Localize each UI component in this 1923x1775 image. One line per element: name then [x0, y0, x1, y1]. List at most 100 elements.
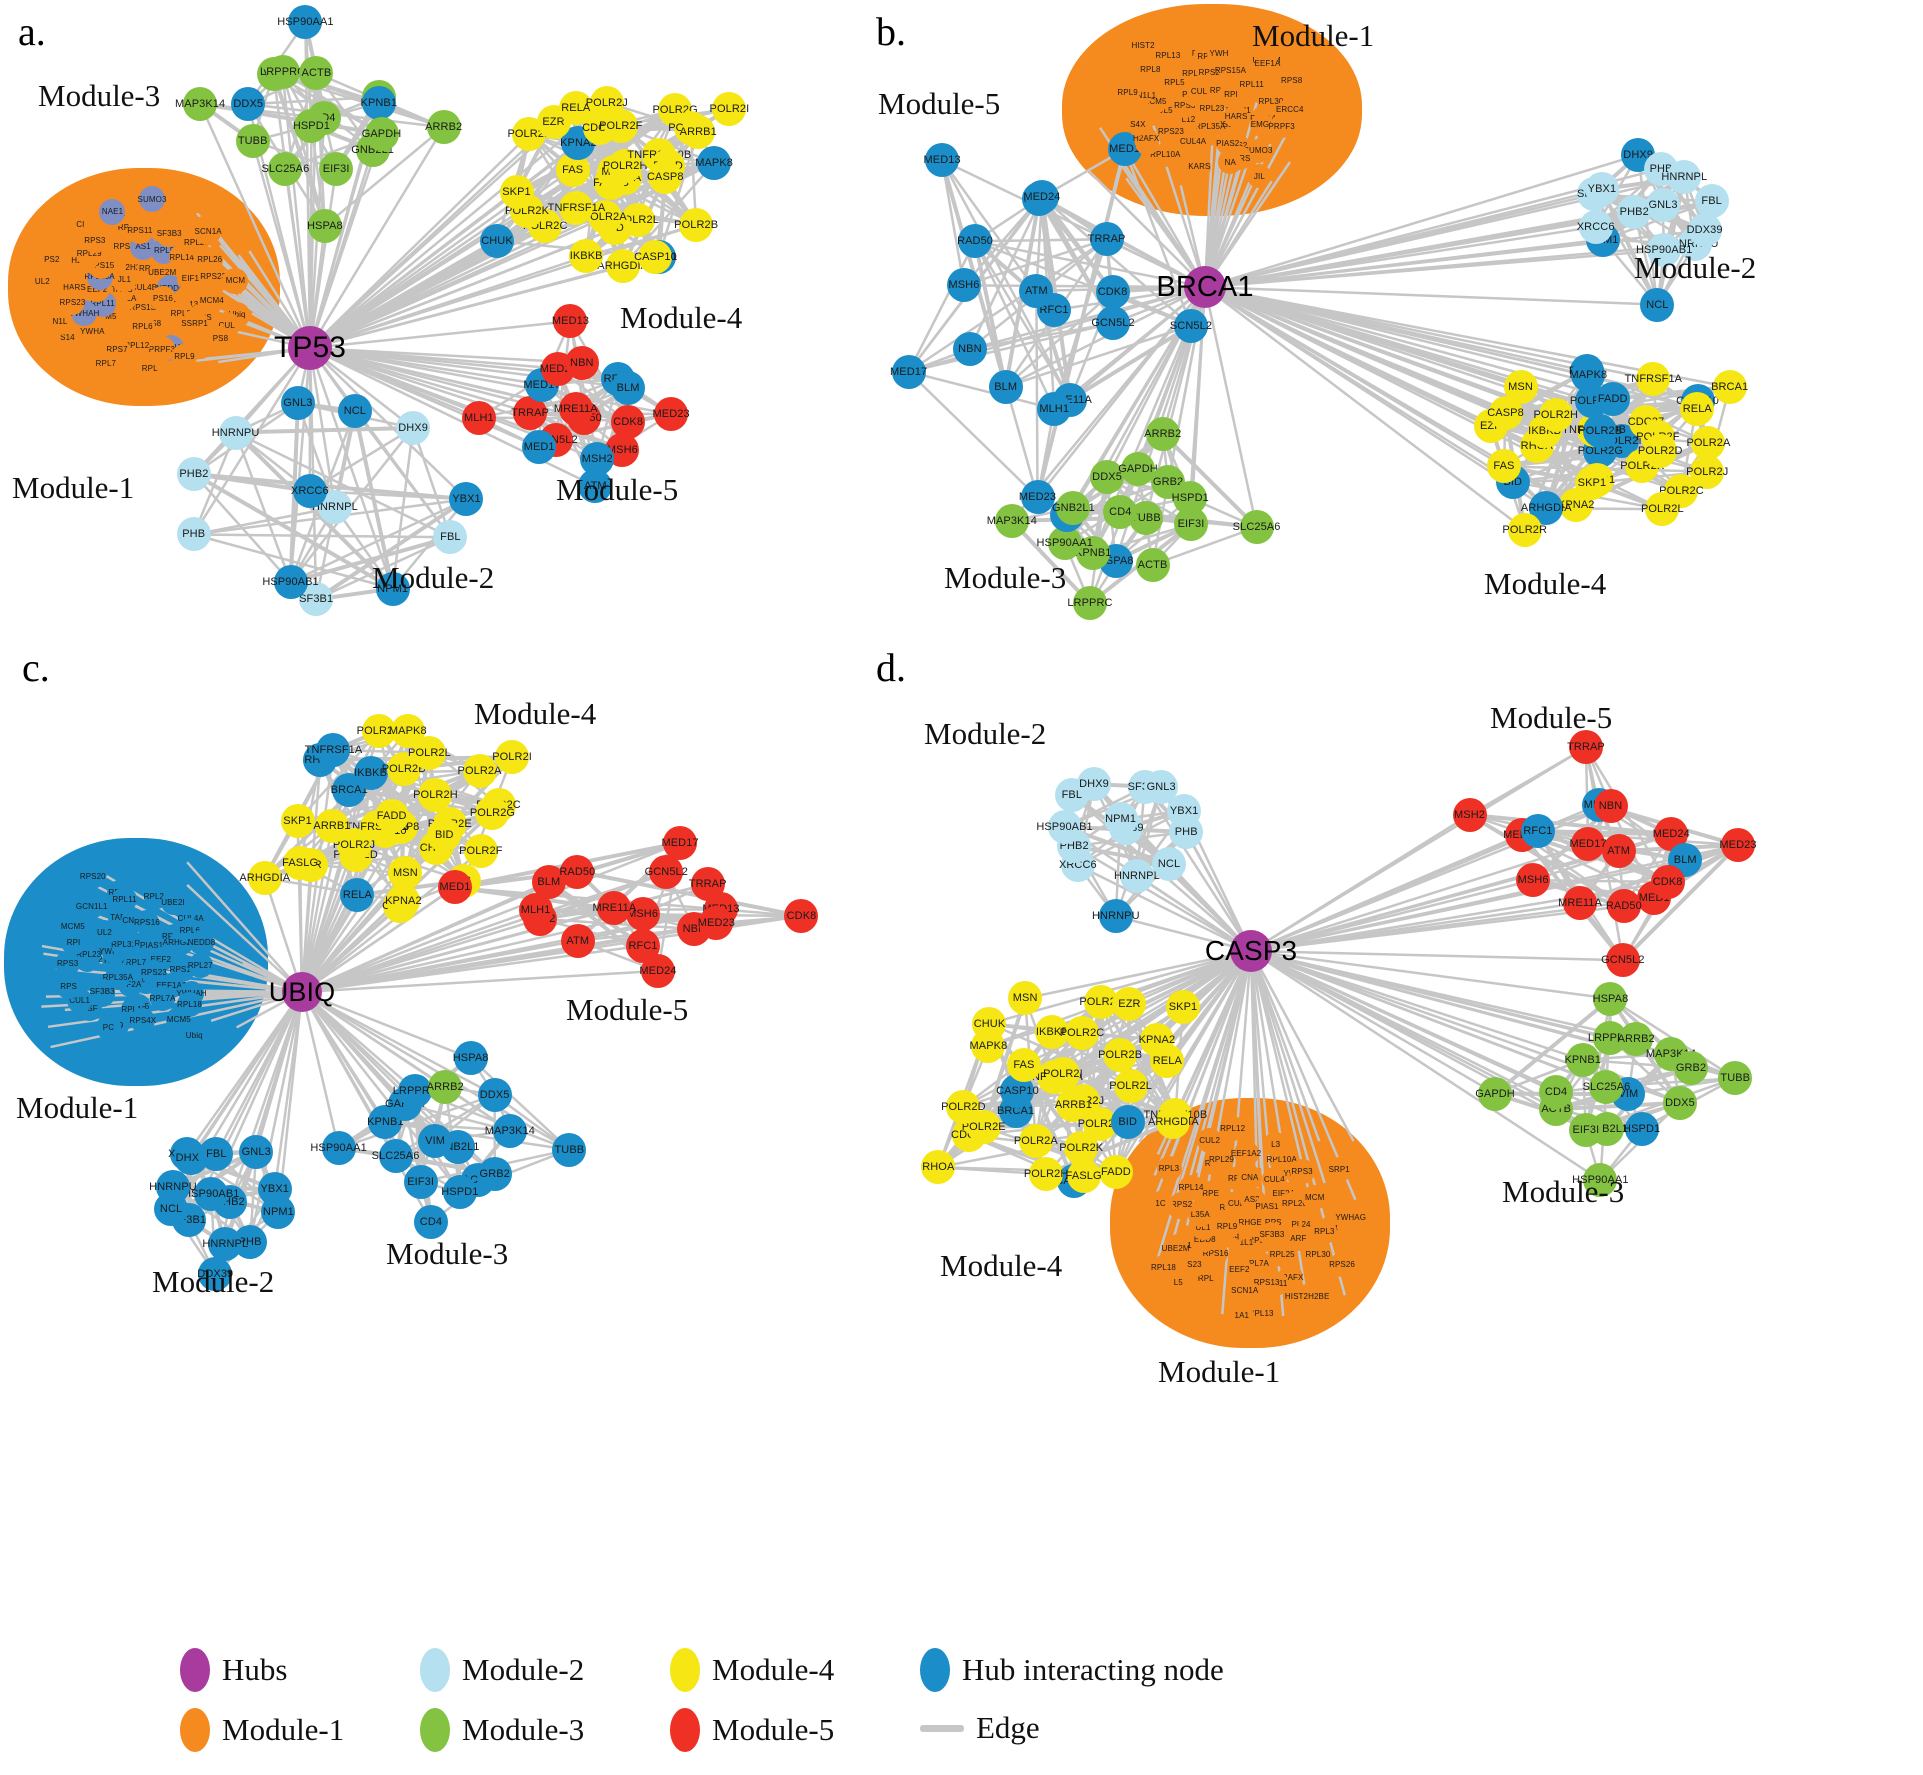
network-node[interactable]: PRPF3 [1269, 114, 1295, 138]
network-node[interactable]: ARRB2 [427, 1069, 464, 1104]
network-node[interactable]: POLR2F [459, 834, 502, 869]
network-node[interactable]: CI [67, 211, 94, 238]
network-node[interactable]: MLH1 [461, 400, 496, 435]
network-node[interactable]: MAP3K14 [485, 1113, 535, 1148]
network-node[interactable]: CASP8 [647, 159, 683, 194]
network-node[interactable]: YWH [1207, 41, 1232, 66]
network-node[interactable]: MSH6 [1516, 863, 1551, 898]
network-node[interactable]: HIST2 [1131, 33, 1156, 58]
network-node[interactable]: HNRNPU [212, 415, 259, 450]
network-node[interactable]: RAD50 [559, 854, 595, 889]
network-node[interactable]: GNB2L1 [1052, 490, 1095, 525]
network-node[interactable]: RPL9 [171, 343, 198, 370]
network-node[interactable]: POLR2L [1641, 492, 1684, 527]
network-node[interactable]: MCM [222, 267, 249, 294]
network-node[interactable]: SRP1 [1326, 1156, 1352, 1182]
network-node[interactable]: PHB2 [176, 457, 211, 492]
network-node[interactable]: TUBB [235, 124, 270, 159]
network-node[interactable]: NPM1 [1103, 802, 1138, 837]
network-node[interactable]: SCN1A [195, 218, 222, 245]
network-node[interactable]: GCN5L2 [645, 855, 688, 890]
network-node[interactable]: LRPPRC [1067, 586, 1112, 621]
network-node[interactable]: N1L [46, 308, 73, 335]
network-node[interactable]: POLR2B [1578, 413, 1622, 448]
network-node[interactable]: RELA [340, 878, 375, 913]
network-node[interactable]: SLC25A6 [262, 151, 309, 186]
network-node[interactable]: HSPA8 [453, 1041, 488, 1076]
network-node[interactable]: MAP3K14 [175, 86, 225, 121]
network-node[interactable]: SUMO3 [138, 186, 166, 213]
network-node[interactable]: EEF1A [1255, 51, 1280, 76]
network-node[interactable]: MCM5 [60, 914, 86, 940]
network-node[interactable]: MRE11A [1558, 885, 1602, 920]
network-node[interactable]: SKP1 [280, 804, 315, 839]
network-node[interactable]: NBN [564, 345, 599, 380]
network-node[interactable]: CD4 [413, 1205, 448, 1239]
network-node[interactable]: POLR2C [1060, 1016, 1104, 1051]
network-node[interactable]: HSP90AA1 [277, 5, 334, 40]
network-node[interactable]: GRB2 [477, 1156, 512, 1191]
network-node[interactable]: EIF3I [1174, 507, 1208, 542]
network-node[interactable]: MED17 [661, 825, 699, 860]
network-node[interactable]: PHB [176, 517, 211, 552]
network-node[interactable]: DHX9 [1077, 767, 1111, 802]
network-node[interactable]: Ubiq [181, 1023, 207, 1049]
network-node[interactable]: ARRB1 [680, 114, 717, 149]
network-node[interactable]: FADD [374, 798, 409, 833]
network-node[interactable]: NPM1 [261, 1195, 296, 1230]
network-node[interactable]: HARS [1224, 104, 1249, 129]
network-node[interactable]: BID [1110, 1105, 1145, 1140]
network-node[interactable]: GAPDH [1475, 1076, 1515, 1111]
network-node[interactable]: CD4 [1103, 494, 1138, 529]
network-node[interactable]: MRE11A [554, 392, 598, 427]
network-node[interactable]: PS2 [38, 246, 65, 273]
network-node[interactable]: FBL [199, 1137, 234, 1172]
network-node[interactable]: FASLG [1066, 1159, 1102, 1194]
network-node[interactable]: RPL7A [150, 985, 175, 1011]
network-node[interactable]: MED13 [552, 304, 589, 339]
network-node[interactable]: RFC1 [1520, 814, 1555, 849]
network-node[interactable]: CHUK [972, 1006, 1007, 1041]
network-node[interactable]: SLC25A6 [1583, 1069, 1630, 1104]
network-node[interactable]: PHB2 [1617, 195, 1652, 230]
network-node[interactable]: RELA [1680, 391, 1715, 426]
network-node[interactable]: MED23 [653, 397, 690, 432]
network-node[interactable]: GCN5L2 [1091, 306, 1135, 341]
network-node[interactable]: EEF1A2 [1231, 1140, 1261, 1166]
panel-c-hub-node[interactable]: UBIQ [269, 972, 335, 1012]
network-node[interactable]: POLR2B [1098, 1038, 1142, 1073]
network-node[interactable]: RPL [136, 355, 163, 382]
network-node[interactable]: POLR2B [674, 208, 718, 243]
network-node[interactable]: HSP90AA1 [310, 1131, 367, 1166]
network-node[interactable]: MED23 [1019, 480, 1056, 515]
network-node[interactable]: RHOA [921, 1150, 956, 1185]
network-node[interactable]: RPL3 [1156, 1155, 1182, 1181]
network-node[interactable]: UL2 [29, 268, 56, 295]
network-node[interactable]: MED17 [890, 354, 927, 389]
network-node[interactable]: CDK8 [1650, 864, 1685, 899]
network-node[interactable]: TNFRSF1A [305, 733, 362, 768]
network-node[interactable]: EIF3I [1568, 1113, 1603, 1148]
network-node[interactable]: ARRB2 [425, 110, 462, 145]
network-node[interactable]: RPL5 [1162, 70, 1187, 95]
network-node[interactable]: HSPA8 [307, 208, 343, 243]
network-node[interactable]: ACTB [1135, 547, 1170, 582]
network-node[interactable]: BLM [611, 370, 646, 405]
network-node[interactable]: HNRNPL [1114, 858, 1160, 893]
network-node[interactable]: ACTB [299, 56, 334, 91]
network-node[interactable]: NBN [952, 331, 987, 366]
network-node[interactable]: EIF3I [319, 152, 354, 187]
network-node[interactable]: HSP90AB1 [262, 565, 319, 600]
network-node[interactable]: TNFRSF1A [1624, 362, 1682, 397]
network-node[interactable]: KPNB1 [1564, 1042, 1601, 1077]
network-node[interactable]: MED24 [639, 953, 676, 988]
network-node[interactable]: RPL13 [1155, 43, 1180, 68]
network-node[interactable]: HSPD1 [293, 108, 330, 143]
network-node[interactable]: GNL3 [1646, 187, 1681, 222]
network-node[interactable]: RPL14 [1178, 1175, 1204, 1201]
network-node[interactable]: HSPD1 [441, 1175, 478, 1210]
network-node[interactable]: GNL3 [280, 386, 315, 421]
network-node[interactable]: POLR2L [1109, 1068, 1152, 1103]
network-node[interactable]: MLH1 [1037, 391, 1072, 426]
network-node[interactable]: MED1 [437, 870, 472, 905]
